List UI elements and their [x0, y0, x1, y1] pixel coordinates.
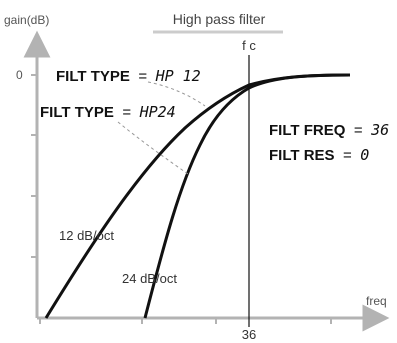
filt-type-hp24-value: HP24: [139, 103, 176, 121]
filt-res-value: 0: [360, 146, 369, 164]
filt-type-hp24: FILT TYPE = HP24: [40, 103, 176, 121]
filt-type-hp12-value: HP 12: [155, 67, 201, 85]
cutoff-frequency-label: f c: [242, 38, 256, 53]
filt-freq: FILT FREQ = 36: [269, 121, 389, 139]
filt-freq-value: 36: [370, 121, 389, 139]
leader-line-hp12: [147, 81, 206, 107]
curve-24db-oct: [143, 73, 351, 319]
filt-freq-label: FILT FREQ: [269, 122, 346, 139]
y-tick-zero-label: 0: [16, 68, 23, 82]
slope-label-24db: 24 dB/oct: [122, 271, 177, 286]
filt-type-hp24-label: FILT TYPE: [40, 104, 114, 121]
filt-type-hp12: FILT TYPE = HP 12: [56, 67, 201, 85]
x-axis-label: freq: [366, 294, 387, 308]
filt-res: FILT RES = 0: [269, 146, 369, 164]
x-axis-ticks: [39, 318, 332, 324]
y-axis-ticks: [31, 74, 37, 258]
cutoff-frequency-tick-label: 36: [242, 327, 256, 342]
filt-type-hp12-label: FILT TYPE: [56, 68, 130, 85]
leader-line-hp24: [117, 121, 189, 175]
y-axis-label: gain(dB): [4, 13, 49, 27]
slope-label-12db: 12 dB/oct: [59, 228, 114, 243]
diagram-title: High pass filter: [173, 11, 266, 27]
filt-res-label: FILT RES: [269, 147, 335, 164]
